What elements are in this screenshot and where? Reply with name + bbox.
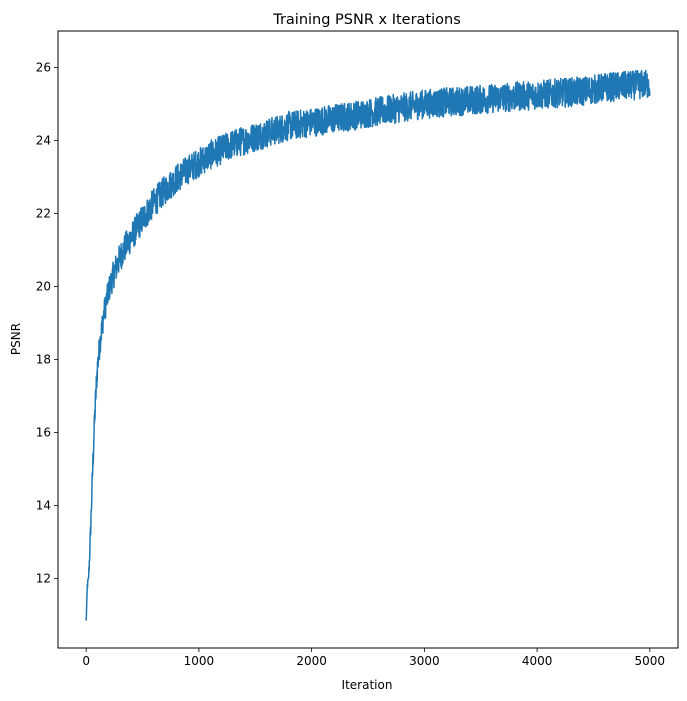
x-tick-label: 1000 (184, 654, 215, 668)
y-tick-label: 26 (36, 61, 51, 75)
y-tick-label: 16 (36, 426, 51, 440)
x-axis-label: Iteration (342, 678, 393, 692)
y-tick-label: 14 (36, 499, 51, 513)
y-tick-label: 24 (36, 134, 51, 148)
y-axis-ticks: 12 14 16 18 20 22 24 26 (36, 61, 58, 586)
y-tick-label: 22 (36, 207, 51, 221)
x-tick-label: 4000 (522, 654, 553, 668)
y-tick-label: 18 (36, 353, 51, 367)
x-tick-label: 0 (82, 654, 90, 668)
y-axis-label: PSNR (9, 323, 23, 355)
x-tick-label: 2000 (296, 654, 327, 668)
series-layer (85, 69, 651, 621)
plot-area (57, 30, 679, 649)
x-axis-ticks: 0 1000 2000 3000 4000 5000 (82, 648, 665, 668)
plot-frame (57, 30, 679, 649)
y-tick-label: 20 (36, 280, 51, 294)
y-tick-label: 12 (36, 572, 51, 586)
x-tick-label: 3000 (409, 654, 440, 668)
psnr-series-line (85, 69, 651, 621)
chart-title: Training PSNR x Iterations (272, 12, 461, 28)
x-tick-label: 5000 (635, 654, 666, 668)
